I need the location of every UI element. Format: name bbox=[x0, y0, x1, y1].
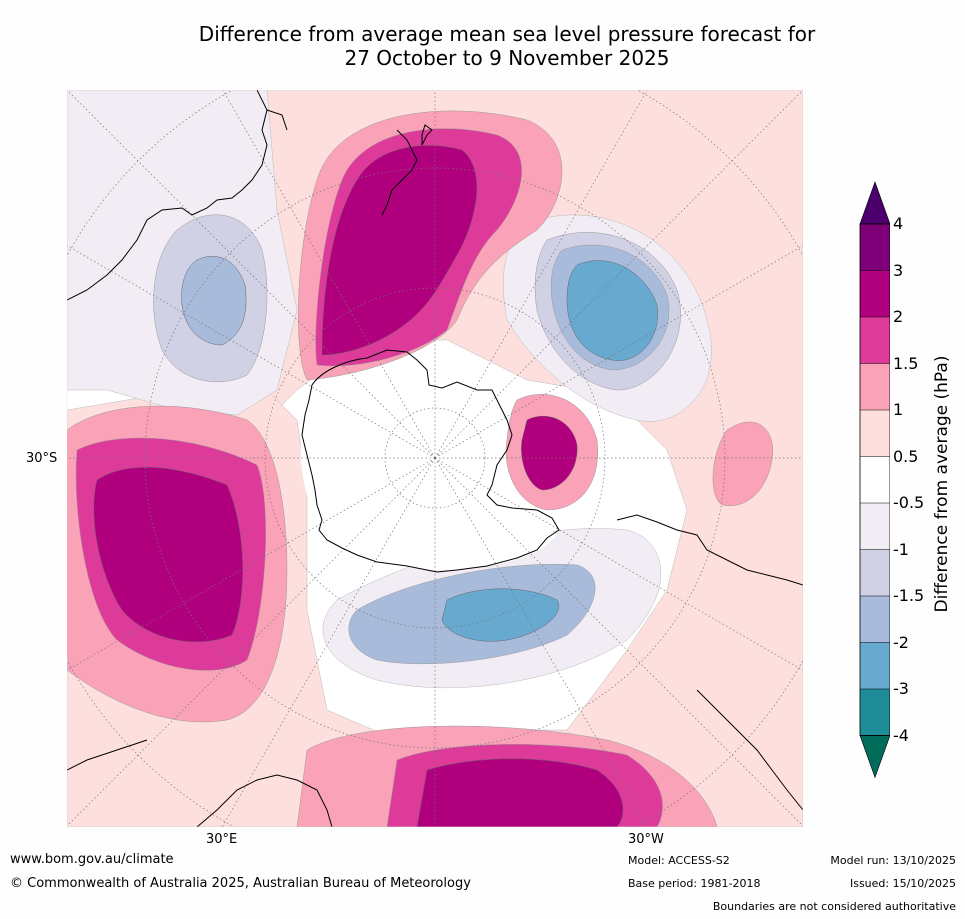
australian-bight-low bbox=[181, 255, 247, 346]
new-zealand-coastline bbox=[381, 124, 433, 216]
graticule bbox=[67, 90, 803, 827]
antarctica-neutral-zone bbox=[300, 349, 557, 570]
colorbar-tick-label: 2 bbox=[893, 307, 904, 326]
weddell-sea-high bbox=[521, 415, 578, 491]
colorbar-band bbox=[860, 317, 890, 364]
africa-coastline bbox=[67, 739, 333, 827]
colorbar-title: Difference from average (hPa) bbox=[932, 355, 952, 613]
title-line-2: 27 October to 9 November 2025 bbox=[344, 46, 670, 70]
south-america-coastline bbox=[616, 514, 803, 811]
colorbar-band bbox=[860, 224, 890, 271]
title-line-1: Difference from average mean sea level p… bbox=[198, 22, 816, 46]
indian-ocean-high bbox=[93, 467, 243, 643]
colorbar-band bbox=[860, 503, 890, 550]
lon-label-30e: 30°E bbox=[206, 832, 238, 847]
colorbar-tick-label: 4 bbox=[893, 214, 904, 233]
lon-label-30w: 30°W bbox=[628, 832, 664, 847]
colorbar-tick-label: 1 bbox=[893, 400, 904, 419]
colorbar-tick-label: -1.5 bbox=[893, 586, 925, 605]
colorbar-extend-bottom bbox=[859, 735, 890, 779]
colorbar-tick-label: 0.5 bbox=[893, 446, 919, 466]
south-australia-low bbox=[441, 588, 560, 642]
boundaries-disclaimer: Boundaries are not considered authoritat… bbox=[712, 900, 956, 913]
colorbar-band bbox=[860, 456, 890, 503]
colorbar-band bbox=[860, 363, 890, 410]
model-name: Model: ACCESS-S2 bbox=[628, 854, 730, 867]
colorbar-tick-label: -0.5 bbox=[893, 493, 925, 512]
colorbar-tick-label: 3 bbox=[893, 260, 904, 280]
new-zealand-high bbox=[321, 145, 478, 356]
colorbar-tick-label: -1 bbox=[893, 539, 909, 559]
south-pacific-low bbox=[566, 260, 658, 361]
issued-date: Issued: 15/10/2025 bbox=[849, 877, 956, 890]
colorbar-band bbox=[860, 642, 890, 689]
colorbar-tick-label: 1.5 bbox=[893, 353, 919, 373]
south-america-east-high bbox=[712, 421, 774, 507]
colorbar-band bbox=[860, 410, 890, 457]
colorbar-band bbox=[860, 596, 890, 643]
colorbar-tick-label: -3 bbox=[893, 679, 909, 698]
colorbar bbox=[859, 181, 890, 779]
model-run-date: Model run: 13/10/2025 bbox=[830, 854, 956, 867]
map-title: Difference from average mean sea level p… bbox=[0, 22, 965, 70]
pressure-anomaly-map bbox=[67, 90, 803, 827]
colorbar-extend-top bbox=[859, 181, 890, 225]
website-link[interactable]: www.bom.gov.au/climate bbox=[10, 852, 174, 867]
colorbar-band bbox=[860, 270, 890, 317]
lat-label-30s: 30°S bbox=[26, 451, 58, 466]
colorbar-band bbox=[860, 549, 890, 596]
antarctica-coastline bbox=[301, 349, 560, 573]
south-atlantic-high bbox=[416, 758, 624, 827]
colorbar-tick-label: -4 bbox=[893, 725, 909, 745]
colorbar-tick-label: -2 bbox=[893, 632, 909, 652]
copyright-text: © Commonwealth of Australia 2025, Austra… bbox=[10, 876, 471, 891]
base-period: Base period: 1981-2018 bbox=[628, 877, 761, 890]
colorbar-band bbox=[860, 689, 890, 736]
australia-coastline bbox=[67, 90, 288, 301]
coastlines bbox=[67, 90, 803, 827]
